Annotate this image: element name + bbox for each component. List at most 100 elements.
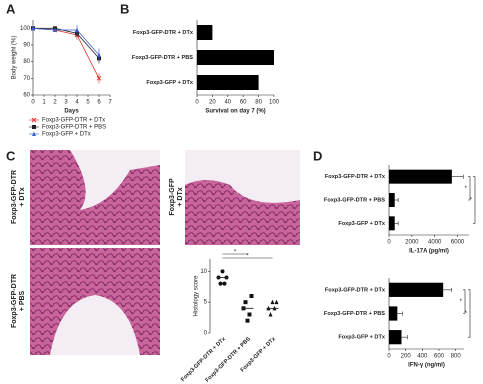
histology-label: Foxp3-GFP-DTR [11,170,18,224]
y-tick-label: 80 [23,59,30,65]
x-tick-label: 5 [86,100,90,106]
y-tick-label: 70 [23,76,30,82]
x-tick-label: 0 [31,100,35,106]
significance-bracket [473,176,476,224]
histology-lumen [50,295,140,355]
legend-label: Foxp3-GFP + DTx [42,132,91,138]
y-tick-label: 60 [23,93,30,99]
y-tick-label: 10 [200,269,207,275]
x-tick-label: 20 [209,100,216,106]
bar [389,306,398,321]
marker [53,27,57,32]
category-label: Foxp3-GFP + DTx [338,221,386,227]
histology-lumen [185,150,300,203]
category-label: Foxp3-GFP + DTx [338,335,386,341]
histology-label: Foxp3-GFP-DTR [11,274,18,328]
legend-marker [32,125,36,129]
legend-marker [32,131,36,136]
marker [97,52,101,57]
marker [222,281,227,286]
marker [220,269,225,274]
histology-lumen [70,150,160,210]
marker [270,299,275,305]
marker [245,318,250,323]
x-tick-label: 2 [53,100,57,106]
panel-label: C [6,148,16,163]
marker [243,300,248,305]
category-label: Foxp3-GFP-DTR + DTx [325,287,386,293]
significance-bracket [468,176,471,201]
marker [96,75,102,81]
marker [31,25,35,31]
x-axis-label: IL-17A (pg/ml) [409,249,449,255]
panel-label: B [120,1,129,16]
bar [197,50,274,65]
category-label: Foxp3-GFP-DTR + PBS [205,336,253,384]
y-tick-label: 0 [204,331,208,337]
significance-label: * [460,299,463,305]
x-axis-label: Survival on day 7 (%) [205,109,265,115]
x-tick-label: 6 [97,100,101,106]
series-line [32,27,100,79]
panel-label: D [313,148,322,163]
x-tick-label: 7 [108,100,112,106]
bar [389,282,444,297]
histology-label: + PBS [19,290,26,311]
legend-label: Foxp3-GFP-DTR + DTx [42,118,105,124]
series-line [33,27,100,59]
significance-bracket [468,289,471,338]
category-label: Foxp3-GFP-DTR + DTx [133,30,194,36]
x-tick-label: 40 [224,100,231,106]
y-axis-label: Body weight (%) [12,36,18,80]
x-axis-label: Days [64,109,79,115]
y-axis-label: Histology score [194,275,200,317]
x-tick-label: 200 [401,354,412,360]
bar [389,330,402,345]
x-tick-label: 600 [434,354,445,360]
category-label: Foxp3-GFP-DTR + PBS [324,197,385,203]
x-tick-label: 0 [387,240,391,246]
x-tick-label: 60 [240,100,247,106]
histology-label: Foxp3-GFP [169,178,176,216]
category-label: Foxp3-GFP-DTR + PBS [324,311,385,317]
legend-marker [31,117,37,123]
marker [247,312,252,317]
bar [197,25,213,40]
x-tick-label: 80 [255,100,262,106]
marker [268,312,273,317]
marker [75,27,79,32]
category-label: Foxp3-GFP + DTx [146,80,194,86]
bar [197,75,259,90]
y-tick-label: 90 [23,43,30,49]
significance-label: * [465,311,468,317]
bar [389,216,395,231]
histology-label: + DTx [19,187,26,206]
marker [274,299,279,305]
y-tick-label: 100 [20,26,31,32]
series-line [32,27,100,56]
x-tick-label: 800 [451,354,462,360]
category-label: Foxp3-GFP-DTR + DTx [325,174,386,180]
histology-label: + DTx [177,187,184,206]
x-tick-label: 100 [269,100,280,106]
x-tick-label: 2000 [405,240,419,246]
marker [218,281,223,286]
bar [389,193,395,207]
y-tick-label: 5 [204,300,208,306]
x-tick-label: 6000 [451,240,465,246]
significance-label: * [465,186,468,192]
panel-label: A [6,1,16,16]
bar [389,169,452,184]
legend-label: Foxp3-GFP-DTR + PBS [42,125,106,131]
marker [249,294,254,298]
significance-label: * [470,198,473,204]
x-tick-label: 4 [75,100,79,106]
category-label: Foxp3-GFP-DTR + DTx [180,336,227,383]
x-axis-label: IFN-γ (ng/ml) [408,363,445,369]
x-tick-label: 1 [42,100,46,106]
significance-label: * [246,254,249,260]
x-tick-label: 400 [417,354,428,360]
significance-label: * [234,250,237,256]
category-label: Foxp3-GFP-DTR + PBS [132,55,193,61]
